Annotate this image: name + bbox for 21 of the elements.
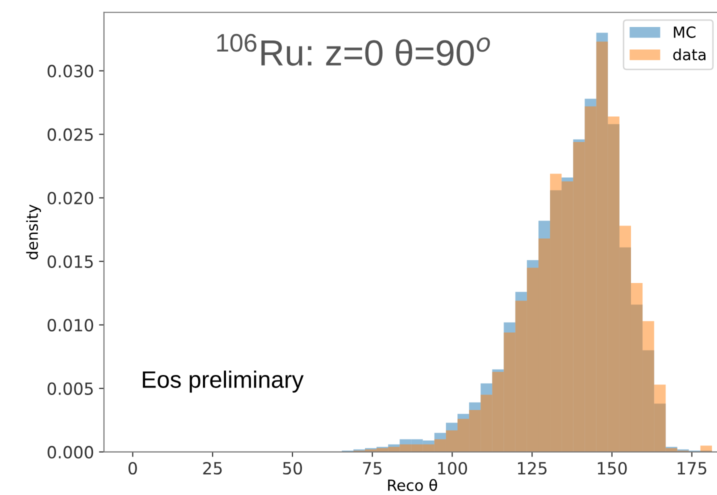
y-tick-label: 0.030 [48,64,94,78]
y-tick-label: 0.025 [48,128,93,141]
y-tick-label: 0.005 [48,382,93,395]
x-axis-title: Reco θ [388,479,438,491]
x-tick-label: 175 [678,462,706,475]
y-axis-title: density [26,204,41,260]
x-tick-label: 50 [283,462,302,475]
y-tick-label: 0.020 [48,192,94,204]
y-tick-label: 0.015 [48,255,93,268]
x-tick-label: 75 [363,462,382,475]
annotation: $^{106}$Ru: z=0 θ=90$^{o}$ [217,34,490,66]
x-tick-label: 25 [203,462,222,475]
y-tick-label: 0.000 [48,446,94,459]
legend-label: MC [674,26,696,38]
legend-label: data [673,48,706,60]
y-tick-label: 0.010 [48,318,94,332]
x-tick-label: 0 [128,462,137,475]
x-tick-label: 100 [438,462,468,475]
x-tick-label: 125 [518,462,547,475]
x-tick-label: 150 [598,462,627,475]
annotation: Eos preliminary [142,370,304,393]
